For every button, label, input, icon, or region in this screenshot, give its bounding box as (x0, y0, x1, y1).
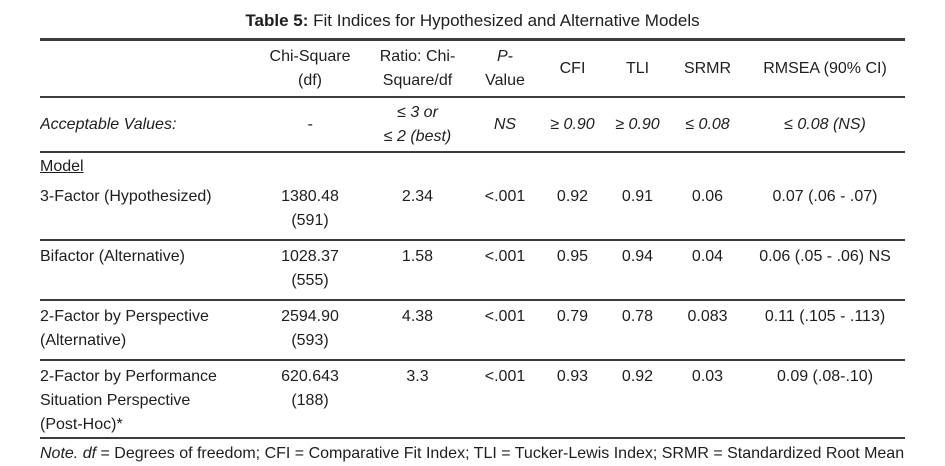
cell-srmr: 0.04 (691, 248, 724, 265)
cell-chi-square: 620.643 (188) (281, 368, 339, 409)
cell-tli: 0.92 (621, 368, 654, 385)
cell-cfi: 0.92 (556, 188, 589, 205)
cell-rmsea: 0.06 (.05 - .06) NS (759, 248, 891, 265)
cell-p-value: <.001 (484, 248, 526, 265)
model-section-cell: Model (40, 152, 905, 181)
table-title-number: Table 5: (245, 11, 309, 30)
cell-cfi: 0.95 (556, 248, 589, 265)
table-title: Table 5: Fit Indices for Hypothesized an… (0, 0, 945, 38)
cell-chi-square: 1380.48 (591) (281, 188, 339, 229)
cell-acceptable-chi: - (307, 115, 313, 133)
cell-p-value: <.001 (484, 368, 526, 385)
header-chi-square: Chi-Square (df) (269, 47, 351, 89)
cell-acceptable-cfi: ≥ 0.90 (550, 115, 595, 133)
header-p-value: P- Value (485, 47, 525, 89)
model-section-row: Model (40, 152, 905, 181)
cell-srmr: 0.03 (691, 368, 724, 385)
header-model-column (40, 40, 255, 98)
cell-rmsea: 0.07 (.06 - .07) (772, 188, 878, 205)
cell-chi-square: 1028.37 (555) (281, 248, 339, 289)
header-srmr: SRMR (683, 59, 732, 77)
table-note-text: = Degrees of freedom; CFI = Comparative … (96, 445, 905, 462)
cell-tli: 0.78 (621, 308, 654, 325)
acceptable-values-row: Acceptable Values: - ≤ 3 or ≤ 2 (best) N… (40, 97, 905, 152)
cell-acceptable-tli: ≥ 0.90 (615, 115, 660, 133)
model-row-2-factor-perspective: 2-Factor by Perspective (Alternative) 25… (40, 300, 905, 360)
header-cfi: CFI (559, 59, 586, 77)
cell-model-name: 2-Factor by Performance Situation Perspe… (40, 368, 217, 433)
cell-acceptable-p: NS (493, 115, 517, 133)
cell-model-name: 3-Factor (Hypothesized) (40, 188, 212, 205)
cell-ratio: 2.34 (401, 188, 434, 205)
cell-p-value: <.001 (484, 308, 526, 325)
table-note-italic: Note. df (40, 445, 97, 462)
cell-acceptable-rmsea: ≤ 0.08 (NS) (784, 115, 866, 133)
cell-acceptable-ratio: ≤ 3 or ≤ 2 (best) (383, 103, 452, 145)
model-row-bifactor: Bifactor (Alternative) 1028.37 (555) 1.5… (40, 240, 905, 300)
cell-ratio: 3.3 (406, 368, 429, 385)
cell-rmsea: 0.11 (.105 - .113) (764, 308, 886, 325)
cell-acceptable-label: Acceptable Values: (40, 115, 177, 133)
cell-tli: 0.94 (621, 248, 654, 265)
header-row: Chi-Square (df) Ratio: Chi- Square/df P-… (40, 39, 905, 98)
header-tli: TLI (625, 59, 650, 77)
cell-tli: 0.91 (621, 188, 654, 205)
model-row-2-factor-performance: 2-Factor by Performance Situation Perspe… (40, 360, 905, 438)
table-title-text: Fit Indices for Hypothesized and Alterna… (308, 11, 700, 30)
cell-cfi: 0.93 (556, 368, 589, 385)
fit-indices-table: Chi-Square (df) Ratio: Chi- Square/df P-… (40, 38, 905, 439)
header-ratio: Ratio: Chi- Square/df (379, 47, 456, 89)
cell-model-name: Bifactor (Alternative) (40, 248, 185, 265)
table-note: Note. df = Degrees of freedom; CFI = Com… (40, 439, 945, 466)
cell-rmsea: 0.09 (.08-.10) (776, 368, 874, 385)
cell-p-value: <.001 (484, 188, 526, 205)
cell-chi-square: 2594.90 (593) (281, 308, 339, 349)
cell-srmr: 0.06 (691, 188, 724, 205)
cell-acceptable-srmr: ≤ 0.08 (685, 115, 730, 133)
model-row-3-factor: 3-Factor (Hypothesized) 1380.48 (591) 2.… (40, 181, 905, 240)
cell-ratio: 4.38 (401, 308, 434, 325)
cell-srmr: 0.083 (687, 308, 728, 325)
header-rmsea: RMSEA (90% CI) (763, 59, 887, 77)
cell-model-name: 2-Factor by Perspective (Alternative) (40, 308, 209, 349)
cell-cfi: 0.79 (556, 308, 589, 325)
cell-ratio: 1.58 (401, 248, 434, 265)
model-section-label: Model (40, 158, 84, 175)
